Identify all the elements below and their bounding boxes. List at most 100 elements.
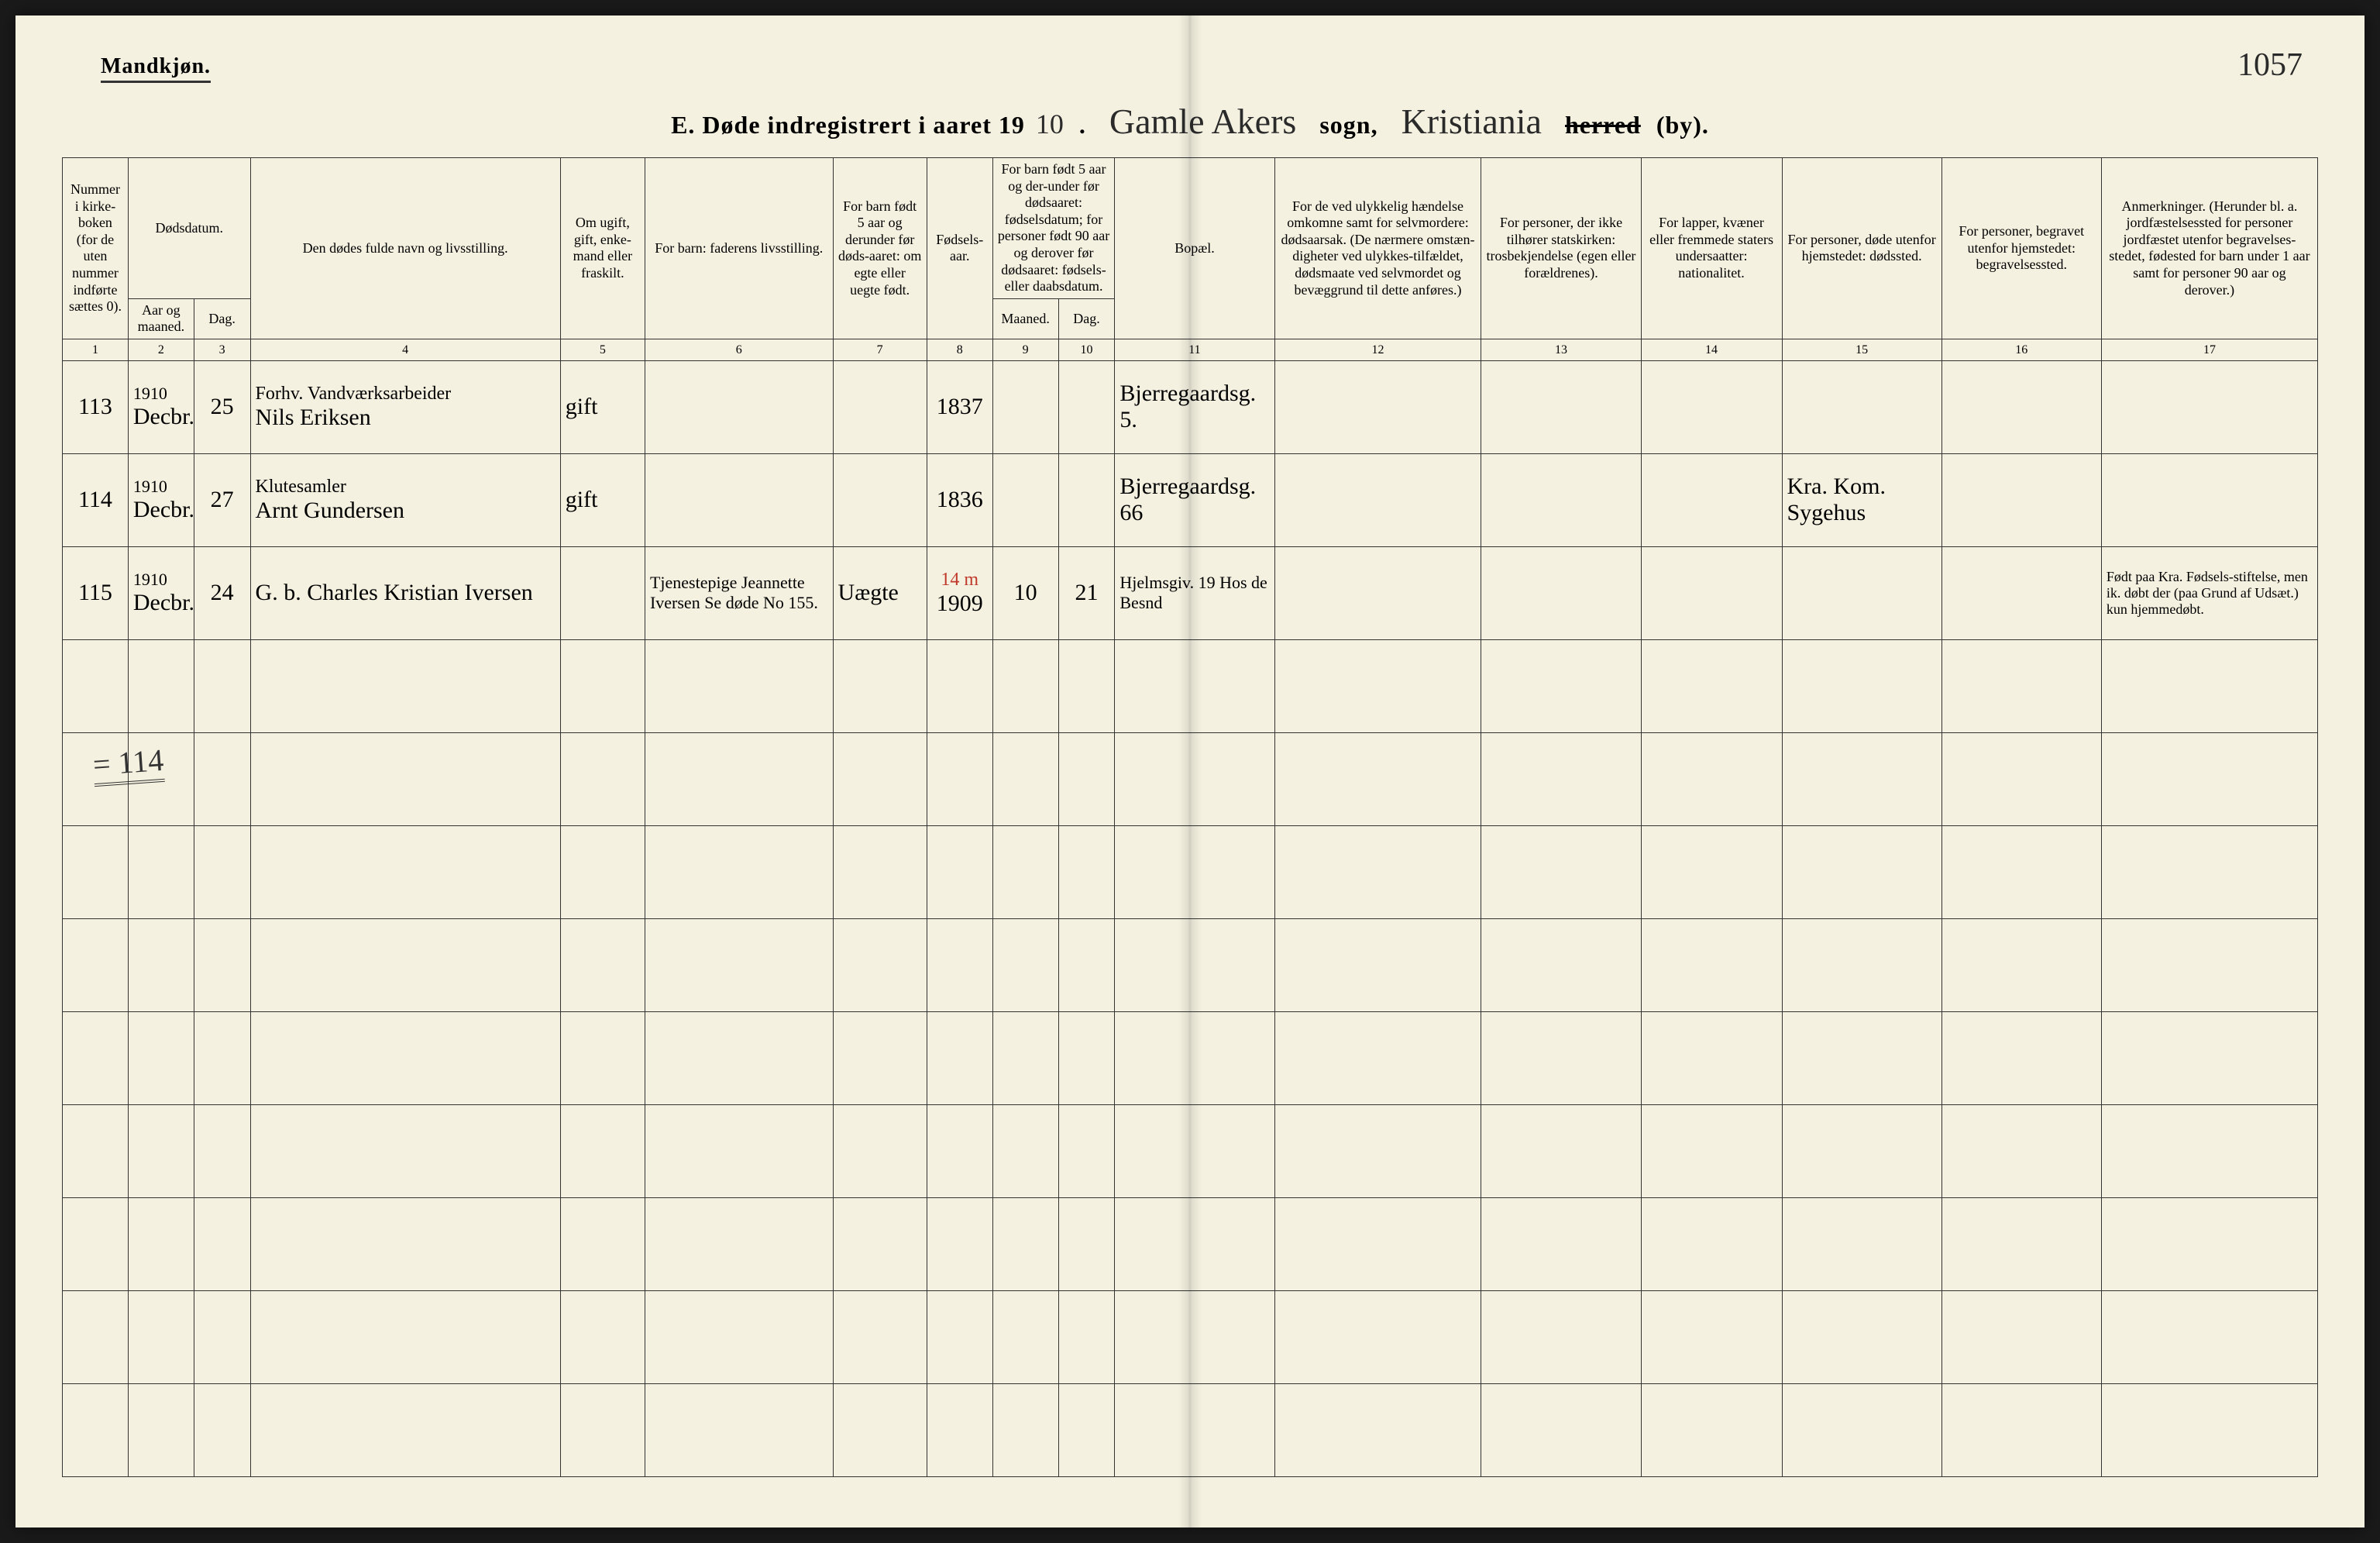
cell-birthyear: 1837 [927, 360, 992, 453]
ledger-table: Nummer i kirke-boken (for de uten nummer… [62, 157, 2318, 1477]
table-row: 113 1910 Decbr. 25 Forhv. Vandværksarbei… [63, 360, 2318, 453]
cell-faith [1481, 546, 1641, 639]
table-row-empty [63, 1104, 2318, 1197]
cell-name: Forhv. Vandværksarbeider Nils Eriksen [250, 360, 560, 453]
cell-month: 1910 Decbr. [128, 546, 194, 639]
cell-no: 113 [63, 360, 129, 453]
coln-17: 17 [2101, 339, 2317, 360]
cell-status [560, 546, 645, 639]
coln-7: 7 [833, 339, 927, 360]
cell-no: 114 [63, 453, 129, 546]
coln-11: 11 [1115, 339, 1274, 360]
table-row: 115 1910 Decbr. 24 G. b. Charles Kristia… [63, 546, 2318, 639]
table-row-empty [63, 1290, 2318, 1383]
cell-deathplace [1782, 360, 1941, 453]
cell-day: 25 [194, 360, 250, 453]
cell-deathplace: Kra. Kom. Sygehus [1782, 453, 1941, 546]
coln-2: 2 [128, 339, 194, 360]
gender-heading: Mandkjøn. [101, 54, 211, 83]
cell-day: 24 [194, 546, 250, 639]
hdr-2b: Dag. [194, 298, 250, 339]
title-prefix: E. Døde indregistrert i aaret 19 [671, 111, 1025, 139]
hdr-14: For lapper, kvæner eller fremmede stater… [1641, 158, 1782, 339]
hdr-12: For de ved ulykkelig hændelse omkomne sa… [1274, 158, 1481, 339]
cell-nat [1641, 453, 1782, 546]
hdr-6: For barn: faderens livsstilling. [645, 158, 833, 339]
cell-birthyear: 14 m 1909 [927, 546, 992, 639]
table-row-empty [63, 732, 2318, 825]
table-row-empty [63, 825, 2318, 918]
coln-15: 15 [1782, 339, 1941, 360]
sogn-value: Gamle Akers [1102, 101, 1304, 142]
cell-name: G. b. Charles Kristian Iversen [250, 546, 560, 639]
table-head: Nummer i kirke-boken (for de uten nummer… [63, 158, 2318, 361]
hdr-17: Anmerkninger. (Herunder bl. a. jordfæste… [2101, 158, 2317, 339]
table-row-empty [63, 1011, 2318, 1104]
herred-value: Kristiania [1394, 101, 1549, 142]
cell-birthd [1058, 453, 1115, 546]
cell-cause [1274, 360, 1481, 453]
coln-13: 13 [1481, 339, 1641, 360]
cell-nat [1641, 360, 1782, 453]
cell-year: 1910 [133, 384, 189, 404]
hdr-1: Nummer i kirke-boken (for de uten nummer… [63, 158, 129, 339]
coln-14: 14 [1641, 339, 1782, 360]
sogn-label: sogn, [1319, 111, 1377, 139]
cell-year: 1910 [133, 570, 189, 590]
title-row: E. Døde indregistrert i aaret 1910. Gaml… [62, 101, 2318, 142]
herred-label-strike: herred [1565, 111, 1641, 139]
hdr-9b: Dag. [1058, 298, 1115, 339]
hdr-4: Den dødes fulde navn og livsstilling. [250, 158, 560, 339]
table-row-empty [63, 918, 2318, 1011]
cell-father [645, 360, 833, 453]
coln-8: 8 [927, 339, 992, 360]
cell-name: Klutesamler Arnt Gundersen [250, 453, 560, 546]
coln-12: 12 [1274, 339, 1481, 360]
cell-month: 1910 Decbr. [128, 453, 194, 546]
cell-residence: Bjerregaardsg. 66 [1115, 453, 1274, 546]
coln-6: 6 [645, 339, 833, 360]
cell-legit [833, 453, 927, 546]
hdr-16: For personer, begravet utenfor hjemstede… [1941, 158, 2101, 339]
cell-birthm [992, 360, 1058, 453]
ledger-page: Mandkjøn. 1057 E. Døde indregistrert i a… [15, 15, 2365, 1528]
cell-remarks: Født paa Kra. Fødsels-stiftelse, men ik.… [2101, 546, 2317, 639]
cell-burialplace [1941, 453, 2101, 546]
cell-cause [1274, 453, 1481, 546]
coln-10: 10 [1058, 339, 1115, 360]
cell-birthm: 10 [992, 546, 1058, 639]
cell-cause [1274, 546, 1481, 639]
title-year: 10 [1036, 108, 1064, 140]
hdr-8: Fødsels-aar. [927, 158, 992, 339]
hdr-13: For personer, der ikke tilhører statskir… [1481, 158, 1641, 339]
cell-month-val: Decbr. [133, 497, 194, 522]
table-row: 114 1910 Decbr. 27 Klutesamler Arnt Gund… [63, 453, 2318, 546]
cell-nat [1641, 546, 1782, 639]
cell-burialplace [1941, 546, 2101, 639]
hdr-9a: Maaned. [992, 298, 1058, 339]
cell-legit: Uægte [833, 546, 927, 639]
cell-no: 115 [63, 546, 129, 639]
cell-legit [833, 360, 927, 453]
column-number-row: 1 2 3 4 5 6 7 8 9 10 11 12 13 14 15 16 1… [63, 339, 2318, 360]
cell-birthyear-val: 1909 [937, 591, 983, 616]
herred-label-by: (by). [1656, 111, 1709, 139]
name-line2: Nils Eriksen [256, 405, 371, 430]
page-number: 1057 [2237, 46, 2303, 84]
table-body: 113 1910 Decbr. 25 Forhv. Vandværksarbei… [63, 360, 2318, 1476]
cell-remarks [2101, 360, 2317, 453]
summary-total-value: = 114 [92, 742, 165, 787]
red-age-note: 14 m [932, 570, 988, 591]
name-line2: Arnt Gundersen [256, 498, 404, 523]
name-line2: G. b. Charles Kristian Iversen [256, 580, 533, 605]
cell-month-val: Decbr. [133, 590, 194, 615]
cell-day: 27 [194, 453, 250, 546]
cell-birthd: 21 [1058, 546, 1115, 639]
coln-5: 5 [560, 339, 645, 360]
hdr-9g: For barn født 5 aar og der-under før død… [992, 158, 1115, 299]
summary-total: = 114 [91, 742, 164, 783]
cell-father: Tjenestepige Jeannette Iversen Se døde N… [645, 546, 833, 639]
table-row-empty [63, 639, 2318, 732]
cell-father [645, 453, 833, 546]
hdr-2g: Dødsdatum. [128, 158, 250, 299]
